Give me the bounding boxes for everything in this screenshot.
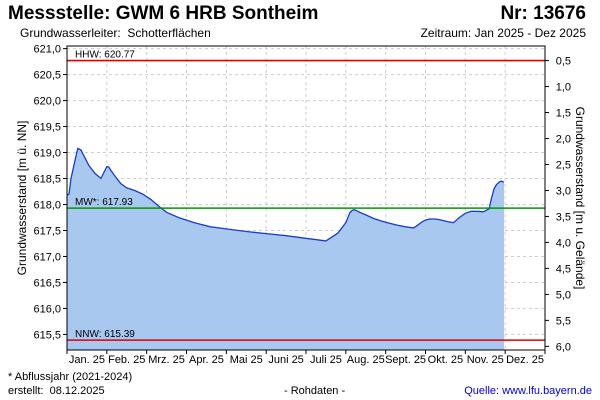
created-label: erstellt: [8, 385, 44, 397]
x-tick-label: Dez. 25 [506, 354, 544, 366]
x-tick-label: Juni 25 [268, 354, 303, 366]
x-tick-label: Feb. 25 [108, 354, 145, 366]
reference-lines: HHW: 620.77 MW*: 617.93 NNW: 615.39 [67, 50, 545, 341]
x-tick-label: Okt. 25 [428, 354, 463, 366]
y-tick-label: 616,0 [33, 303, 61, 315]
aquifer-info: Grundwasserleiter: Schotterflächen [20, 26, 211, 40]
y2-tick-label: 1,0 [556, 82, 571, 94]
y-axis-ticks: 621,0 620,5 620,0 619,5 619,0 618,5 618,0 617,5… [33, 44, 67, 341]
aquifer-value: Schotterflächen [127, 26, 211, 40]
y-axis-label: Grundwasserstand [m ü. NN] [15, 121, 29, 276]
water-level-area [67, 148, 504, 350]
x-tick-label: Juli 25 [310, 354, 342, 366]
y2-tick-label: 2,0 [556, 133, 571, 145]
raw-data-label: - Rohdaten - [284, 385, 346, 397]
y-tick-label: 617,0 [33, 251, 61, 263]
nnw-label: NNW: 615.39 [75, 329, 135, 340]
y-tick-label: 617,5 [33, 225, 61, 237]
y-tick-label: 621,0 [33, 44, 61, 56]
y2-axis-ticks: 0,5 1,0 1,5 2,0 2,5 3,0 3,5 4,0 4,5 5,0 5,5 6,0 [545, 56, 571, 353]
y-tick-label: 619,5 [33, 122, 61, 134]
aquifer-label: Grundwasserleiter: [20, 26, 121, 40]
hhw-label: HHW: 620.77 [75, 50, 135, 61]
y-tick-label: 619,0 [33, 148, 61, 160]
created-date: 08.12.2025 [49, 385, 105, 397]
y2-tick-label: 2,5 [556, 159, 571, 171]
x-tick-label: Mai 25 [230, 354, 263, 366]
mw-label: MW*: 617.93 [75, 197, 133, 208]
page-title: Messstelle: GWM 6 HRB Sontheim [8, 3, 319, 24]
x-tick-label: Apr. 25 [189, 354, 224, 366]
y-tick-label: 620,0 [33, 96, 61, 108]
x-tick-label: Nov. 25 [467, 354, 504, 366]
y2-tick-label: 4,0 [556, 237, 571, 249]
period-label: Zeitraum: Jan 2025 - Dez 2025 [420, 26, 586, 40]
source-link[interactable]: Quelle: www.lfu.bayern.de [464, 385, 592, 397]
y2-tick-label: 1,5 [556, 108, 571, 120]
y2-tick-label: 0,5 [556, 56, 571, 68]
footnote: * Abflussjahr (2021-2024) [8, 371, 133, 383]
y2-tick-label: 6,0 [556, 341, 571, 353]
y2-tick-label: 5,5 [556, 315, 571, 327]
y-tick-label: 616,5 [33, 277, 61, 289]
y-tick-label: 620,5 [33, 70, 61, 82]
y2-tick-label: 3,0 [556, 185, 571, 197]
station-number: Nr: 13676 [500, 3, 586, 24]
water-level-line [66, 147, 505, 242]
y-tick-label: 618,5 [33, 174, 61, 186]
x-axis-ticks: Jan. 25 Feb. 25 Mrz. 25 Apr. 25 Mai 25 Juni 2… [66, 350, 546, 366]
y-tick-label: 618,0 [33, 199, 61, 211]
x-tick-label: Aug. 25 [347, 354, 385, 366]
x-tick-label: Jan. 25 [69, 354, 105, 366]
y2-tick-label: 4,5 [556, 263, 571, 275]
created-info: erstellt: 08.12.2025 [8, 385, 105, 397]
x-tick-label: Mrz. 25 [148, 354, 185, 366]
x-tick-label: Sept. 25 [385, 354, 426, 366]
y-tick-label: 615,5 [33, 329, 61, 341]
y2-tick-label: 3,5 [556, 211, 571, 223]
y2-tick-label: 5,0 [556, 289, 571, 301]
y2-axis-label: Grundwasserstand [m u. Gelände] [573, 107, 587, 290]
